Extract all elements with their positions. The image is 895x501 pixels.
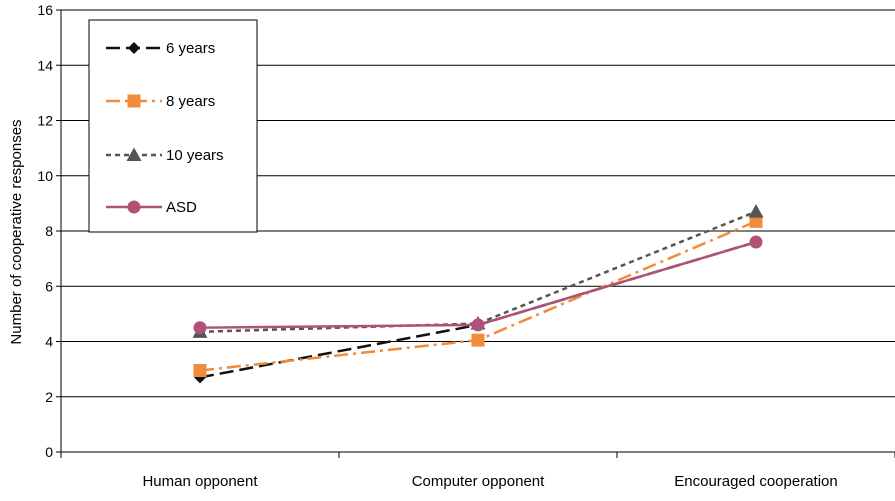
series-line: [199, 210, 757, 334]
axes: 0 2 4 6 8 10 12 14 16 Human opponent Computer oppo…: [37, 2, 895, 490]
y-tick-label: 8: [45, 223, 53, 239]
y-tick-label: 14: [37, 57, 53, 73]
data-point: [471, 333, 485, 347]
series-asd: [193, 235, 763, 335]
legend: 6 years 8 years 10 years ASD: [88, 19, 258, 233]
y-tick-label: 0: [45, 444, 53, 460]
data-point: [193, 321, 207, 335]
series-10-years: [192, 204, 764, 338]
series-line: [199, 220, 757, 372]
legend-marker: [127, 200, 141, 214]
series: [192, 204, 764, 384]
data-point: [749, 214, 763, 228]
y-tick-label: 10: [37, 168, 53, 184]
data-point: [193, 364, 207, 378]
series-8-years: [193, 214, 763, 378]
x-tick-label: Encouraged cooperation: [674, 473, 837, 490]
legend-item: ASD: [106, 199, 197, 216]
legend-item: 8 years: [106, 93, 215, 110]
legend-marker: [128, 42, 140, 54]
y-tick-label: 2: [45, 389, 53, 405]
series-line: [199, 240, 757, 329]
legend-item: 10 years: [106, 147, 224, 164]
legend-item: 6 years: [106, 40, 215, 57]
y-tick-label: 12: [37, 113, 53, 129]
legend-marker: [127, 94, 141, 108]
y-axis-label: Number of cooperative responses: [8, 119, 25, 344]
data-point: [748, 204, 764, 218]
legend-label: 8 years: [166, 93, 215, 110]
series-6-years: [194, 236, 762, 384]
x-tick-label: Computer opponent: [412, 473, 545, 490]
y-tick-label: 6: [45, 278, 53, 294]
y-tick-label: 4: [45, 334, 53, 350]
data-point: [749, 235, 763, 249]
x-tick-label: Human opponent: [142, 473, 258, 490]
legend-label: ASD: [166, 199, 197, 216]
series-line: [199, 240, 757, 379]
legend-label: 10 years: [166, 147, 224, 164]
legend-label: 6 years: [166, 40, 215, 57]
legend-marker: [126, 147, 142, 161]
y-tick-label: 16: [37, 2, 53, 18]
data-point: [471, 318, 485, 332]
legend-box: [88, 19, 258, 233]
